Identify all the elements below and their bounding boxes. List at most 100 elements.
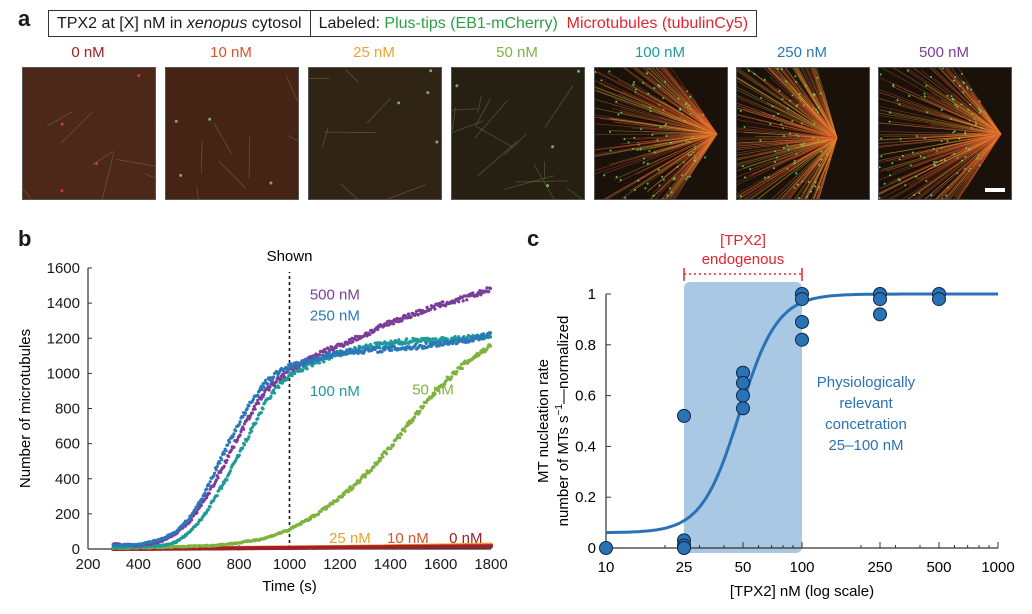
panel-c-letter: c	[527, 226, 540, 251]
aster-microtubule	[805, 137, 838, 140]
aster-microtubule	[924, 133, 1002, 199]
plus-tip-spot	[943, 159, 946, 162]
data-point	[261, 407, 265, 411]
aster-microtubule	[595, 133, 718, 157]
aster-microtubule	[944, 133, 1002, 199]
aster-microtubule	[693, 133, 718, 160]
plus-tip-spot	[803, 142, 806, 145]
aster-microtubule	[644, 72, 718, 135]
condition-prefix: TPX2 at [X] nM in	[57, 15, 187, 32]
plus-tip-spot	[913, 194, 916, 197]
aster-microtubule	[976, 133, 1002, 158]
aster-microtubule	[947, 68, 1002, 135]
plus-tip-spot	[915, 134, 918, 137]
aster-microtubule	[737, 137, 838, 147]
data-point	[485, 286, 489, 290]
aster-microtubule	[962, 133, 1002, 173]
aster-microtubule	[948, 133, 1002, 191]
aster-microtubule	[793, 137, 838, 155]
aster-microtubule	[617, 133, 718, 183]
aster-microtubule	[680, 84, 718, 135]
data-point	[368, 332, 372, 337]
aster-microtubule	[879, 133, 1002, 190]
data-point	[190, 518, 194, 522]
aster-microtubule	[655, 68, 718, 135]
data-point	[245, 407, 249, 411]
aster-microtubule	[621, 90, 718, 135]
microtubule-filament	[285, 75, 298, 102]
panel-b-letter: b	[18, 226, 32, 251]
microtubule-filament	[200, 141, 203, 174]
aster-microtubule	[804, 86, 838, 139]
aster-microtubule	[946, 133, 1002, 199]
aster-microtubule	[967, 132, 1002, 135]
plus-tip-spot	[60, 189, 64, 193]
plus-tip-spot	[429, 69, 433, 73]
aster-microtubule	[913, 68, 1002, 135]
aster-microtubule	[737, 89, 838, 139]
data-point	[282, 375, 286, 379]
aster-microtubule	[823, 91, 838, 139]
aster-microtubule	[941, 133, 1002, 199]
aster-microtubule	[773, 137, 838, 142]
aster-microtubule	[979, 133, 1002, 160]
series-50-nM	[111, 343, 493, 551]
micrograph-canvas	[166, 68, 298, 199]
plus-tip-spot	[743, 125, 746, 128]
plus-tip-spot	[627, 141, 630, 144]
micrograph-image	[308, 67, 442, 200]
aster-microtubule	[737, 137, 838, 156]
data-point	[242, 443, 247, 447]
data-point	[235, 438, 240, 442]
data-point	[424, 309, 428, 314]
plus-tip-spot	[634, 91, 637, 94]
data-point	[424, 341, 428, 345]
aster-microtubule	[685, 106, 718, 135]
plus-tip-spot	[820, 158, 823, 161]
data-point	[241, 415, 245, 419]
aster-microtubule	[665, 124, 718, 135]
micrograph-canvas	[23, 68, 155, 199]
aster-microtubule	[966, 133, 1002, 152]
data-point	[432, 304, 436, 308]
aster-microtubule	[684, 101, 718, 135]
plus-tip-spot	[956, 172, 959, 175]
plus-tip-spot	[814, 185, 817, 188]
aster-microtubule	[696, 133, 718, 149]
aster-microtubule	[944, 133, 1002, 140]
aster-microtubule	[751, 137, 838, 175]
aster-microtubule	[629, 133, 718, 192]
microtubule-filament	[23, 188, 32, 199]
data-point	[457, 335, 461, 339]
plus-tip-spot	[817, 106, 820, 109]
plus-tip-spot	[632, 83, 635, 86]
aster-microtubule	[879, 98, 1002, 135]
aster-microtubule	[618, 112, 718, 135]
plus-tip-spot	[974, 120, 977, 123]
x-tick-label: 1600	[424, 556, 457, 573]
aster-microtubule	[966, 89, 1002, 135]
aster-microtubule	[797, 73, 838, 139]
plus-tip-spot	[958, 137, 961, 140]
plus-tip-spot	[930, 194, 933, 197]
y-tick-label: 0.8	[575, 337, 596, 354]
aster-microtubule	[794, 137, 838, 199]
aster-microtubule	[924, 133, 1002, 199]
aster-microtubule	[958, 74, 1002, 135]
data-point	[203, 491, 207, 495]
plus-tip-spot	[686, 90, 689, 93]
data-point	[421, 404, 426, 408]
data-point	[322, 360, 326, 364]
aster-microtubule	[767, 68, 838, 139]
aster-microtubule	[635, 133, 718, 175]
aster-microtubule	[789, 132, 838, 139]
aster-microtubule	[603, 81, 718, 135]
aster-microtubule	[777, 137, 838, 172]
plus-tip-spot	[794, 80, 797, 83]
micrograph-row: 0 nM 10 nM 25 nM 50 nM 100 nM 250 nM 500 nM	[22, 44, 1022, 204]
micrograph-label: 500 nM	[918, 44, 970, 61]
aster-microtubule	[692, 133, 718, 137]
aster-microtubule	[669, 133, 718, 146]
plus-tip-spot	[786, 107, 789, 110]
